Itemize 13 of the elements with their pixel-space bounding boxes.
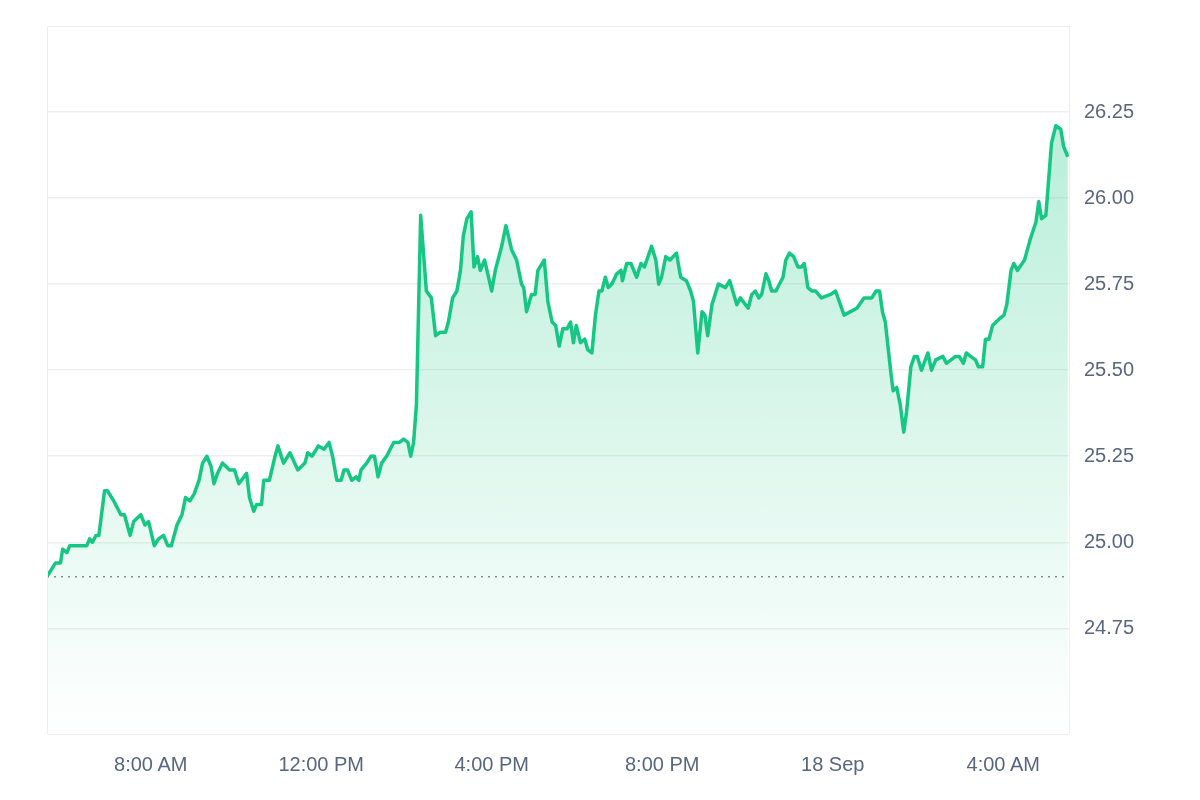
y-tick-label: 26.25 [1084,99,1135,122]
x-tick-label: 4:00 AM [966,752,1040,775]
x-tick-label: 4:00 PM [454,752,529,775]
x-tick-label: 18 Sep [801,752,865,775]
y-tick-label: 25.25 [1084,443,1135,466]
y-tick-label: 24.75 [1084,615,1135,638]
y-tick-label: 25.50 [1084,357,1135,380]
x-tick-label: 8:00 PM [624,752,700,775]
x-tick-label: 12:00 PM [278,752,365,775]
y-tick-label: 26.00 [1084,185,1135,208]
y-tick-label: 25.75 [1084,271,1135,294]
y-tick-label: 25.00 [1084,529,1135,552]
x-tick-label: 8:00 AM [114,752,188,775]
